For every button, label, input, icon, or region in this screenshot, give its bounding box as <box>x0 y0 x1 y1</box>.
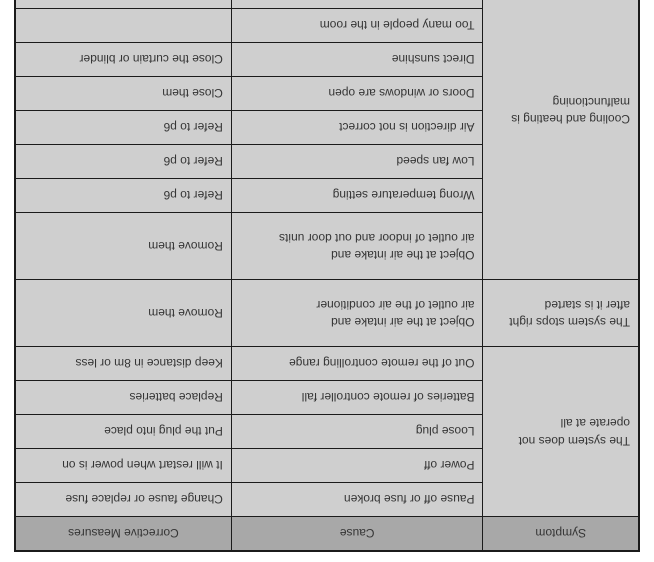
table-row: The system stops right after it is start… <box>15 280 639 347</box>
cause-cell: Wrong temperature setting <box>231 179 483 213</box>
troubleshooting-table: Symptom Cause Corrective Measures The sy… <box>14 0 640 552</box>
header-symptom: Symptom <box>483 517 639 552</box>
fix-cell <box>15 9 231 43</box>
symptom-line: Cooling and heating is <box>511 112 630 126</box>
header-cause: Cause <box>231 517 483 552</box>
cause-line: Object at the air intake and <box>331 248 474 262</box>
cause-cell: Object at the air intake and air outlet … <box>231 213 483 280</box>
cause-cell: Direct sunshine <box>231 43 483 77</box>
symptom-line: The system stops right <box>509 315 630 329</box>
fix-cell: Refer to p6 <box>15 145 231 179</box>
fix-cell: Change fause or replace fuse <box>15 483 231 517</box>
cause-cell: Doors or windows are open <box>231 77 483 111</box>
fix-cell: Close them <box>15 77 231 111</box>
symptom-line: malfunctioning <box>553 95 630 109</box>
symptom-line: operate at all <box>561 417 630 431</box>
table-row: The system does not operate at all Pause… <box>15 483 639 517</box>
symptom-cell: Cooling and heating is malfunctioning <box>483 0 639 280</box>
cause-cell: Power off <box>231 449 483 483</box>
cause-cell: Too many people in the room <box>231 9 483 43</box>
fix-cell: Romove them <box>15 280 231 347</box>
fix-cell: Replace batteries <box>15 381 231 415</box>
fix-cell: Put the plug into place <box>15 415 231 449</box>
cause-line: air outlet of indoor and out door units <box>279 231 474 245</box>
symptom-cell: The system stops right after it is start… <box>483 280 639 347</box>
table-row: Cooling and heating is malfunctioning Ob… <box>15 213 639 280</box>
symptom-line: after it is started <box>545 298 630 312</box>
cause-line: Object at the air intake and <box>331 315 474 329</box>
fix-cell: Romove them <box>15 213 231 280</box>
fix-cell: Close the curtain or blinder <box>15 43 231 77</box>
cause-cell: Too many heating sources <box>231 0 483 9</box>
symptom-cell: The system does not operate at all <box>483 347 639 517</box>
cause-cell: Pause off or fuse broken <box>231 483 483 517</box>
fix-cell: It will restart when power is on <box>15 449 231 483</box>
fix-cell: Keep distance in 8m or less <box>15 347 231 381</box>
symptom-line: The system does not <box>519 434 630 448</box>
table-header-row: Symptom Cause Corrective Measures <box>15 517 639 552</box>
cause-cell: Loose plug <box>231 415 483 449</box>
fix-cell: Refer to p6 <box>15 111 231 145</box>
cause-line: air outlet of the air conditioner <box>316 298 474 312</box>
fix-cell <box>15 0 231 9</box>
cause-cell: Object at the air intake and air outlet … <box>231 280 483 347</box>
header-fix: Corrective Measures <box>15 517 231 552</box>
cause-cell: Low fan speed <box>231 145 483 179</box>
cause-cell: Air direction is not correct <box>231 111 483 145</box>
cause-cell: Out of the remote controlling range <box>231 347 483 381</box>
cause-cell: Batteries of remote controller fall <box>231 381 483 415</box>
fix-cell: Refer to p6 <box>15 179 231 213</box>
